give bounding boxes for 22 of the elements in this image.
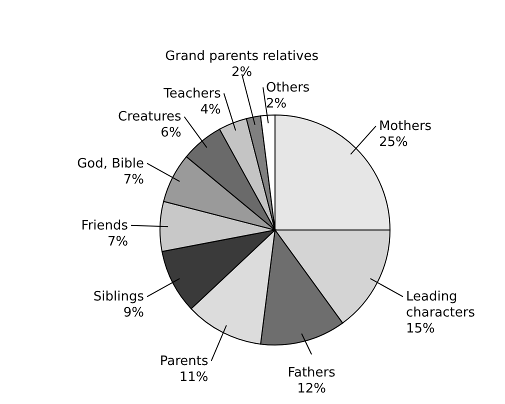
- data-label: 15%: [406, 322, 435, 337]
- data-label: 9%: [123, 306, 144, 321]
- slice-label: Parents: [160, 354, 208, 369]
- data-label: 11%: [179, 370, 208, 385]
- slice-label: Creatures: [118, 110, 182, 125]
- data-label: 4%: [200, 102, 221, 118]
- slice-label: Others: [266, 80, 310, 96]
- data-label: 2%: [266, 96, 287, 112]
- slice-label: Fathers: [288, 365, 336, 380]
- data-label: 25%: [378, 135, 408, 150]
- data-label: 7%: [107, 234, 128, 250]
- slice-label: Mothers: [378, 119, 432, 134]
- slice-label: Teachers: [162, 86, 222, 102]
- data-label: 7%: [123, 172, 144, 188]
- slice-label: Siblings: [93, 290, 144, 305]
- data-label: 2%: [232, 65, 252, 80]
- slice-label: Leading characters: [406, 290, 476, 321]
- data-label: 6%: [160, 126, 182, 141]
- data-label: 12%: [297, 381, 326, 396]
- slice-label: Friends: [81, 218, 128, 234]
- slice-label: Grand parents relatives: [165, 49, 319, 64]
- slice-label: God, Bible: [77, 156, 144, 172]
